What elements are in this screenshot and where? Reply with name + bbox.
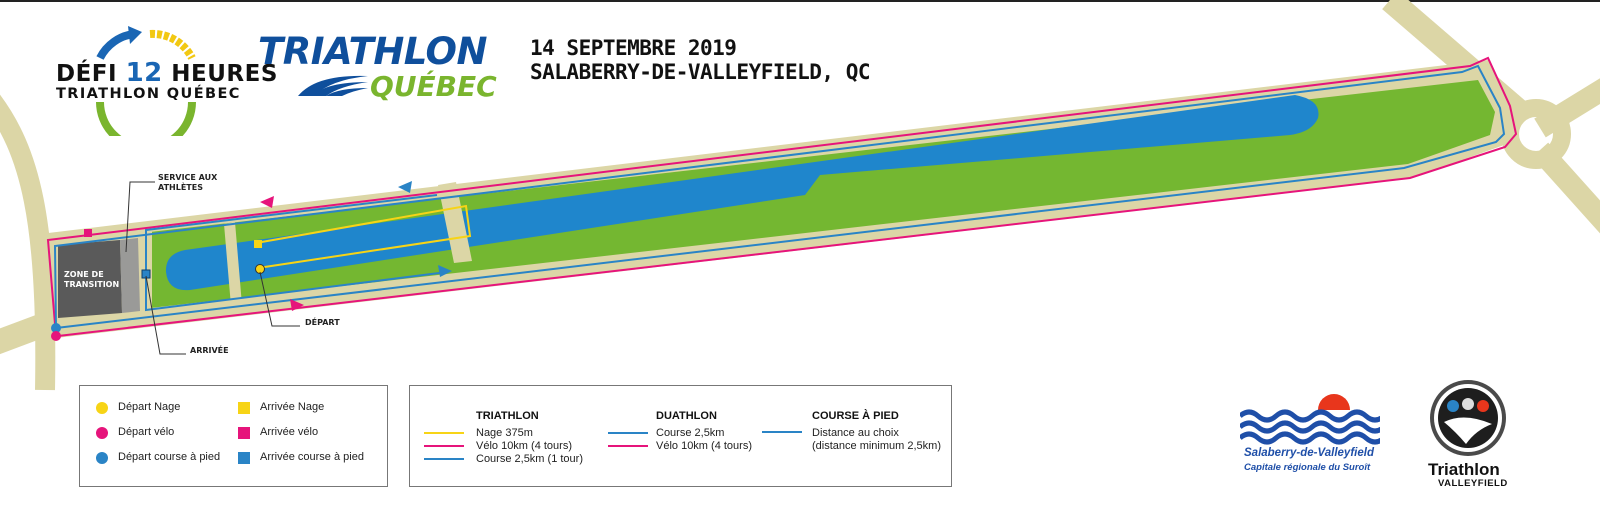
legend-marker-label: Arrivée vélo	[260, 426, 319, 438]
event-date: 14 SEPTEMBRE 2019	[530, 36, 737, 60]
tv-name: Triathlon	[1428, 460, 1500, 479]
defi-title: DÉFI 12 HEURES	[56, 58, 278, 88]
legend-course-line	[608, 445, 648, 447]
triathlon-valleyfield-logo: Triathlon VALLEYFIELD	[1420, 378, 1532, 489]
label-depart: DÉPART	[305, 318, 340, 327]
defi-subtitle: TRIATHLON QUÉBEC	[56, 86, 241, 102]
arrow-bike-top	[260, 196, 274, 208]
legend-course-label: Course 2,5km (1 tour)	[476, 453, 583, 465]
tq-logo-line1: TRIATHLON	[258, 30, 487, 73]
label-athlete-service: SERVICE AUX ATHLÈTES	[158, 173, 218, 192]
run-inner-route	[145, 194, 448, 312]
sdv-tagline: Capitale régionale du Suroît	[1244, 462, 1371, 473]
legend-course-line	[424, 458, 464, 460]
leader-arrivee	[145, 275, 186, 355]
event-location: SALABERRY-DE-VALLEYFIELD, QC	[530, 60, 871, 84]
defi-ring-blue	[96, 30, 135, 60]
bike-route	[46, 56, 1518, 337]
road-bottom-left	[0, 306, 67, 355]
defi-12-heures-logo: DÉFI 12 HEURES TRIATHLON QUÉBEC	[52, 24, 277, 136]
legend-course-line	[424, 445, 464, 447]
tq-logo-line2: QUÉBEC	[370, 70, 497, 103]
legend-square-icon	[238, 402, 250, 414]
legend-square-icon	[238, 452, 250, 464]
leader-lines	[125, 181, 300, 355]
legend-square-icon	[238, 427, 250, 439]
cross-path-2	[438, 182, 472, 263]
legend-course-label: Course 2,5km	[656, 427, 725, 439]
legend-course-text: Distance au choix (distance minimum 2,5k…	[812, 427, 941, 452]
arrow-bike-bottom	[290, 299, 304, 311]
bike-start-marker	[51, 331, 61, 341]
legend-course-line	[424, 432, 464, 434]
legend-markers: Départ Nage Départ vélo Départ course à pi…	[79, 385, 388, 487]
salaberry-de-valleyfield-logo: Salaberry-de-Valleyfield Capitale région…	[1240, 392, 1380, 482]
legend-marker-label: Départ Nage	[118, 401, 181, 413]
legend-course-label: Nage 375m	[476, 427, 533, 439]
arrow-run-bottom	[438, 265, 452, 277]
run-start-marker	[51, 323, 61, 333]
roundabout	[1501, 99, 1571, 169]
defi-ring-yellow	[149, 29, 196, 60]
legend-circle-icon	[96, 452, 108, 464]
sdv-sun-waves-icon	[1240, 394, 1380, 448]
sdv-name: Salaberry-de-Valleyfield	[1244, 447, 1374, 459]
leader-depart	[259, 271, 300, 327]
cross-path-1	[224, 222, 242, 306]
legend-courses: TRIATHLON Nage 375m Vélo 10km (4 tours) Co…	[409, 385, 952, 487]
triathlon-quebec-logo: TRIATHLON QUÉBEC	[258, 30, 498, 103]
legend-marker-label: Arrivée Nage	[260, 401, 325, 413]
swim-route	[255, 204, 472, 269]
top-border	[0, 0, 1600, 2]
direction-arrows	[260, 181, 452, 311]
defi-number: 12	[125, 58, 163, 88]
tv-emblem-icon	[1430, 380, 1506, 456]
leader-service	[125, 181, 155, 253]
legend-triathlon-title: TRIATHLON	[476, 410, 539, 422]
transition-zone	[58, 240, 122, 318]
swim-finish-marker	[254, 240, 262, 248]
legend-marker-label: Départ course à pied	[118, 451, 221, 463]
legend-course-label: Vélo 10km (4 tours)	[656, 440, 752, 452]
defi-ring-icon	[96, 26, 196, 136]
legend-course-line	[608, 432, 648, 434]
defi-ring-green	[96, 101, 196, 136]
tq-swoosh-icon	[298, 75, 368, 96]
bike-finish-marker	[84, 229, 92, 237]
legend-course-label: Vélo 10km (4 tours)	[476, 440, 572, 452]
label-arrivee: ARRIVÉE	[190, 346, 229, 355]
legend-course-line	[762, 431, 802, 433]
legend-duathlon-title: DUATHLON	[656, 410, 717, 422]
athlete-service-zone	[120, 238, 140, 313]
label-transition-zone: ZONE DE TRANSITION	[64, 270, 120, 289]
run-route	[53, 64, 1506, 329]
legend-circle-icon	[96, 427, 108, 439]
legend-circle-icon	[96, 402, 108, 414]
tv-subtitle: VALLEYFIELD	[1438, 478, 1508, 489]
arrow-run-top	[398, 181, 412, 193]
defi-arrow-head	[128, 26, 142, 44]
legend-marker-label: Arrivée course à pied	[260, 451, 364, 463]
legend-course-title: COURSE À PIED	[812, 410, 899, 422]
legend-marker-label: Départ vélo	[118, 426, 175, 438]
